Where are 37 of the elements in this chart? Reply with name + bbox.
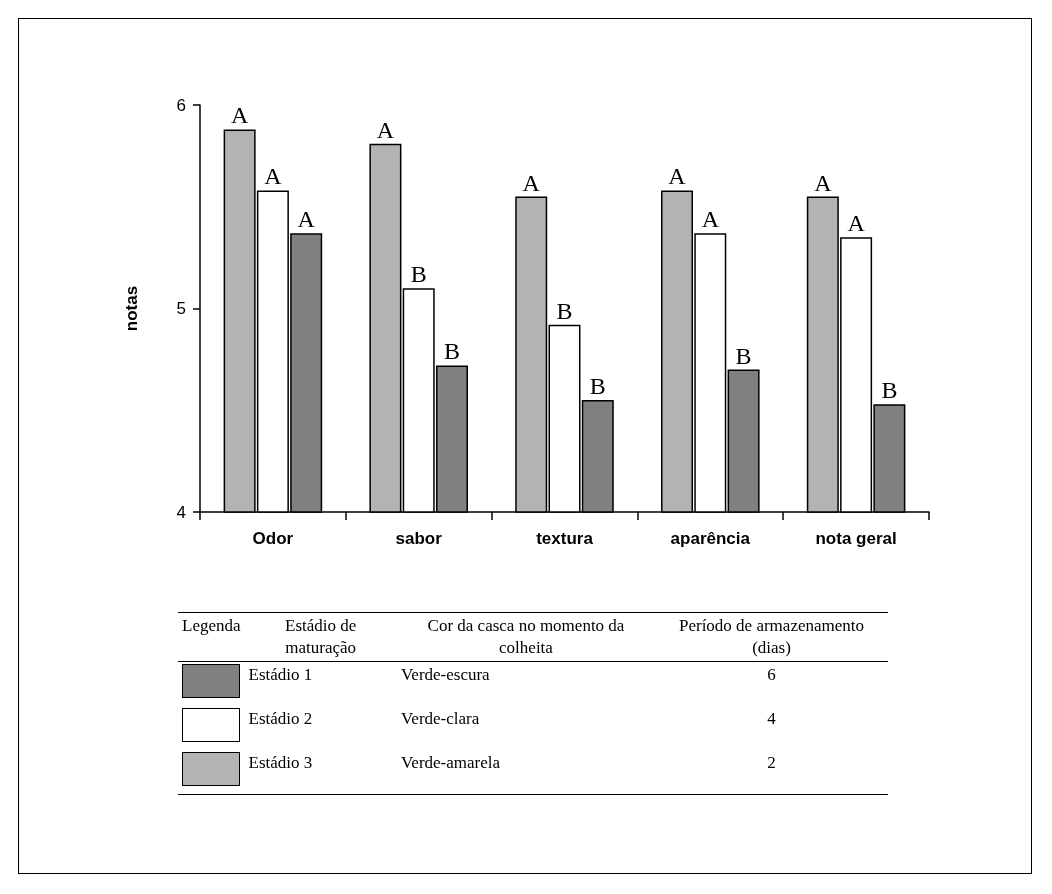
x-tick-label: sabor	[395, 529, 443, 548]
data-label: B	[881, 377, 898, 404]
data-label: A	[522, 169, 541, 196]
data-label: A	[847, 210, 866, 237]
legend-label: Estádio 3	[244, 750, 397, 795]
text: Legenda	[178, 612, 245, 662]
text: Cor da casca no momento da colheita	[396, 612, 656, 662]
legend-label: Estádio 1	[247, 664, 314, 686]
text: 2	[655, 750, 888, 795]
data-label: A	[264, 163, 283, 190]
data-label: B	[410, 261, 427, 288]
legend-label: Estádio 2	[247, 708, 314, 730]
data-label: B	[443, 338, 460, 365]
x-tick-label: nota geral	[815, 529, 897, 548]
text: Período de armazenamento (dias)	[655, 612, 888, 662]
x-tick-label: aparência	[670, 529, 751, 548]
data-label: A	[230, 102, 249, 129]
x-tick-label: Odor	[252, 529, 294, 548]
y-tick-label: 6	[176, 95, 186, 115]
data-label: A	[814, 169, 833, 196]
data-label: A	[376, 116, 395, 143]
data-label: A	[668, 163, 687, 190]
text: Verde-amarela	[396, 750, 656, 795]
data-label: A	[701, 206, 720, 233]
y-tick-label: 5	[176, 299, 186, 318]
text: 6	[766, 664, 777, 686]
y-tick-label: 4	[176, 502, 186, 522]
text: Verde-escura	[399, 664, 491, 686]
data-label: B	[556, 297, 573, 324]
data-label: A	[297, 206, 316, 233]
data-label: B	[735, 342, 752, 369]
text: Verde-clara	[399, 708, 481, 730]
data-label: B	[589, 373, 606, 400]
text: 4	[766, 708, 777, 730]
y-axis-title: notas	[122, 285, 141, 332]
x-tick-label: textura	[536, 529, 594, 548]
text: Estádio de maturação	[244, 612, 397, 662]
